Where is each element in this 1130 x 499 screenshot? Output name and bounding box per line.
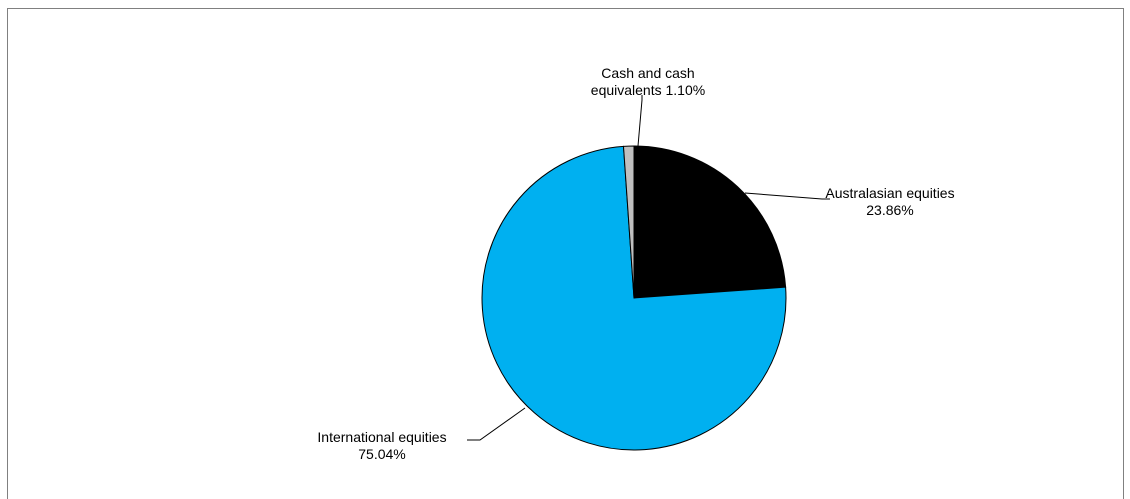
data-label-line: Cash and cash <box>601 65 694 81</box>
leader-line-international-equities <box>467 407 526 441</box>
leader-lines <box>467 95 830 441</box>
leader-line-cash-and-cash-equivalents <box>637 95 643 147</box>
leader-line-australasian-equities <box>744 192 830 200</box>
data-label-international-equities: International equities 75.04% <box>317 429 446 462</box>
slice-labels: Australasian equities 23.86% International… <box>317 65 954 462</box>
data-label-line: equivalents 1.10% <box>591 82 705 98</box>
pie-slice-cash-and-cash-equivalents <box>622 145 635 299</box>
data-label-cash-and-cash-equivalents: Cash and cash equivalents 1.10% <box>591 65 705 98</box>
data-label-line: 75.04% <box>358 446 405 462</box>
data-label-line: International equities <box>317 429 446 445</box>
data-label-line: 23.86% <box>866 202 913 218</box>
pie-slice-international-equities <box>481 145 787 451</box>
data-label-australasian-equities: Australasian equities 23.86% <box>825 185 954 218</box>
data-label-line: Australasian equities <box>825 185 954 201</box>
pie-slices <box>481 145 787 451</box>
pie-slice-australasian-equities <box>633 145 787 299</box>
